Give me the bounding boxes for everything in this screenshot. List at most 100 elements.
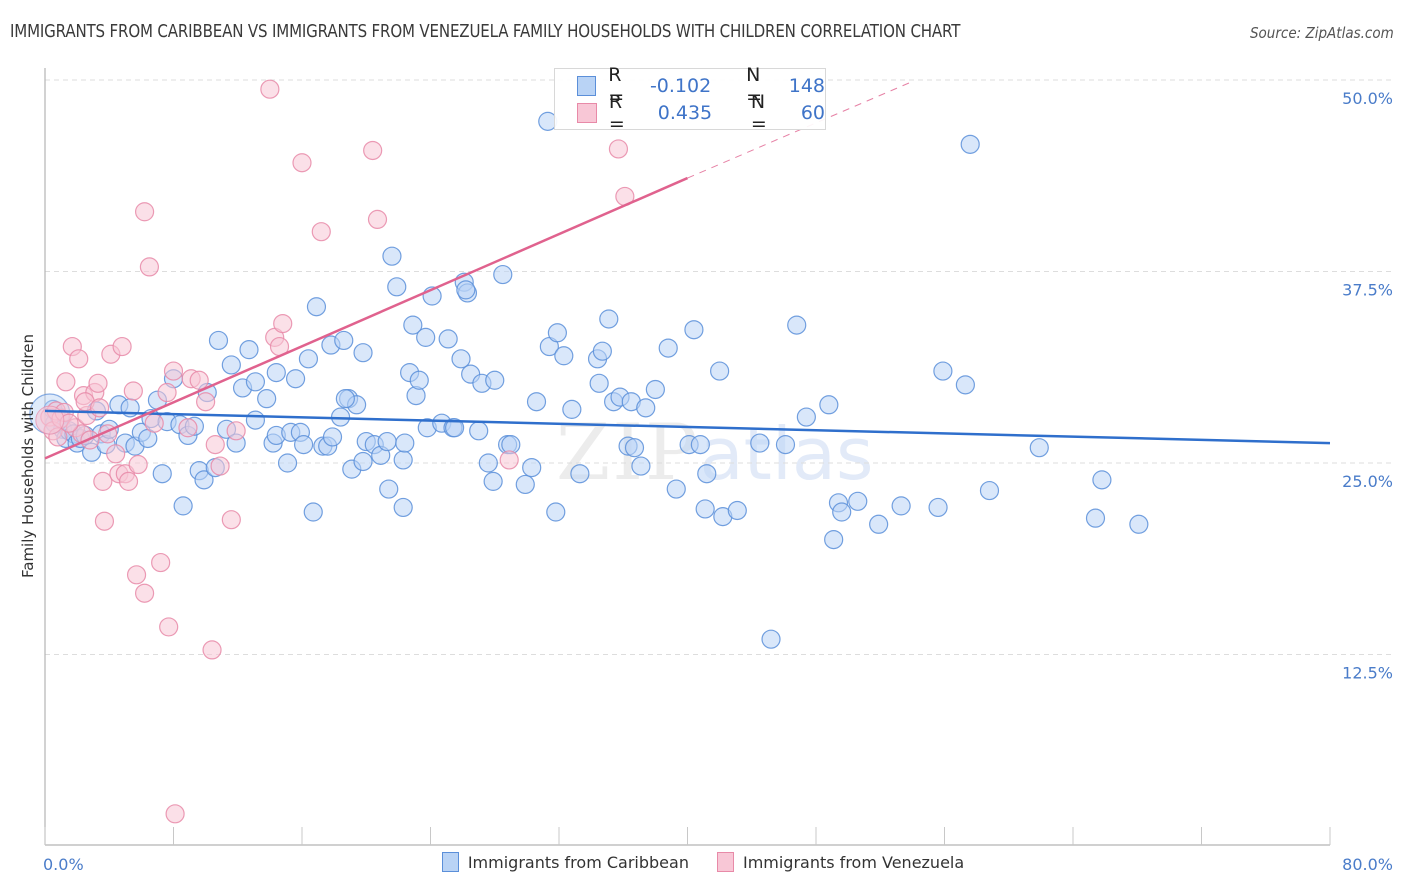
caribbean-point — [515, 474, 535, 495]
venezuela-point — [88, 373, 108, 393]
caribbean-point — [695, 499, 715, 519]
caribbean-point — [285, 369, 306, 389]
caribbean-point — [960, 134, 980, 154]
caribbean-point — [645, 379, 665, 400]
caribbean-point — [631, 456, 651, 476]
venezuela-cluster-point — [35, 405, 65, 435]
caribbean-point — [239, 340, 259, 360]
venezuela-point — [56, 372, 76, 392]
caribbean-point — [933, 361, 953, 381]
caribbean-point — [891, 496, 911, 516]
venezuela-point — [205, 435, 225, 455]
caribbean-point — [451, 349, 471, 369]
venezuela-point — [189, 370, 209, 390]
venezuela-point — [93, 471, 113, 491]
source-label: Source: ZipAtlas.com — [1250, 24, 1394, 42]
caribbean-point — [395, 433, 415, 453]
caribbean-point — [416, 327, 436, 347]
venezuela-point — [221, 510, 241, 530]
venezuela-point — [151, 552, 171, 573]
caribbean-point — [570, 464, 590, 484]
legend-n-label: N = — [750, 91, 767, 135]
caribbean-point — [636, 398, 656, 418]
caribbean-point — [684, 320, 704, 340]
chart-title: IMMIGRANTS FROM CARIBBEAN VS IMMIGRANTS … — [10, 22, 961, 42]
caribbean-point — [824, 529, 844, 550]
caribbean-point — [294, 435, 314, 455]
caribbean-point — [526, 392, 547, 412]
caribbean-point — [173, 496, 193, 516]
venezuela-point — [157, 382, 177, 403]
caribbean-point — [796, 407, 816, 427]
y-axis-label: Family Households with Children — [19, 334, 37, 578]
series-legend: Immigrants from Caribbean Immigrants fro… — [0, 852, 1406, 872]
caribbean-point — [266, 363, 286, 383]
venezuela-point — [94, 511, 115, 531]
caribbean-point — [403, 315, 423, 335]
legend-n-value: 148 — [788, 75, 825, 97]
caribbean-point — [869, 514, 889, 534]
legend-swatch-venezuela — [577, 103, 597, 123]
venezuela-point — [139, 257, 160, 277]
y-tick-label: 12.5% — [1342, 664, 1393, 683]
legend-label-caribbean: Immigrants from Caribbean — [467, 852, 689, 872]
caribbean-point — [750, 433, 770, 453]
caribbean-point — [194, 470, 214, 490]
axes — [44, 68, 1331, 846]
caribbean-point — [322, 427, 343, 447]
legend-label-venezuela: Immigrants from Venezuela — [742, 852, 965, 872]
legend-r-value: 0.435 — [651, 102, 713, 124]
caribbean-point — [245, 410, 266, 430]
caribbean-point — [208, 330, 229, 351]
caribbean-point — [599, 309, 619, 329]
caribbean-point — [819, 395, 839, 415]
caribbean-point — [334, 330, 354, 351]
caribbean-point — [775, 435, 796, 455]
caribbean-point — [393, 497, 413, 518]
venezuela-point — [178, 418, 198, 438]
series-venezuela-points — [35, 79, 635, 824]
venezuela-point — [196, 392, 216, 412]
caribbean-point — [478, 453, 498, 473]
legend-n-value: 60 — [794, 102, 825, 124]
caribbean-point — [547, 323, 567, 343]
venezuela-point — [260, 79, 280, 99]
legend-n-label: N = — [746, 64, 762, 108]
caribbean-point — [387, 277, 407, 297]
caribbean-point — [438, 329, 458, 349]
caribbean-point — [554, 346, 574, 366]
venezuela-point — [90, 398, 110, 418]
caribbean-point — [298, 349, 319, 369]
y-tick-labels: 12.5% 25.0% 37.5% 50.0% — [1342, 89, 1393, 683]
caribbean-point — [353, 451, 373, 472]
caribbean-point — [306, 297, 327, 317]
legend-r-value: -0.102 — [649, 75, 712, 97]
venezuela-point — [69, 349, 89, 369]
caribbean-point — [697, 464, 717, 484]
caribbean-point — [483, 471, 503, 491]
venezuela-point — [128, 454, 148, 475]
y-tick-label: 50.0% — [1342, 89, 1393, 108]
venezuela-point — [226, 421, 246, 441]
caribbean-point — [409, 370, 429, 390]
legend-item-caribbean[interactable]: Immigrants from Caribbean — [441, 852, 689, 872]
caribbean-point — [152, 464, 172, 484]
caribbean-point — [787, 315, 807, 335]
caribbean-point — [353, 343, 373, 363]
legend-r-label: R = — [608, 91, 625, 135]
venezuela-point — [292, 153, 312, 173]
caribbean-point — [710, 361, 730, 381]
trend-lines — [44, 81, 1331, 460]
venezuela-point — [311, 222, 331, 242]
caribbean-point — [377, 431, 397, 452]
legend-row-caribbean: R = -0.102 N = 148 — [577, 64, 825, 108]
caribbean-point — [546, 502, 566, 522]
caribbean-point — [658, 338, 678, 358]
caribbean-point — [562, 399, 582, 419]
caribbean-point — [848, 491, 868, 511]
caribbean-point — [469, 421, 489, 441]
venezuela-point — [363, 140, 383, 161]
legend-item-venezuela[interactable]: Immigrants from Venezuela — [716, 852, 965, 872]
caribbean-point — [761, 629, 781, 649]
